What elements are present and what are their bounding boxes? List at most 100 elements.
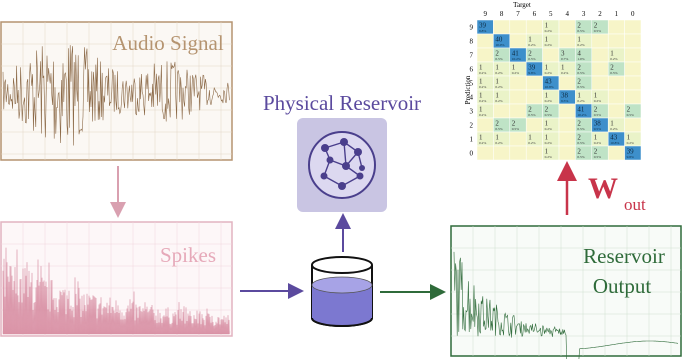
cm-percent: 0.2%: [545, 155, 552, 159]
cm-cell: [607, 145, 625, 161]
cm-percent: 0.5%: [495, 127, 502, 131]
cm-cell: [476, 145, 494, 161]
cm-count: 2: [577, 64, 581, 72]
cm-count: 1: [528, 134, 532, 142]
tank-top: [311, 256, 373, 274]
cm-percent: 0.2%: [545, 99, 552, 103]
cm-percent: 0.5%: [594, 155, 601, 159]
cm-cell: [591, 33, 609, 49]
cm-count: 2: [610, 64, 614, 72]
cm-percent: 9.5%: [594, 127, 601, 131]
cm-percent: 0.2%: [479, 85, 486, 89]
tank-bottom: [311, 317, 373, 327]
cm-count: 1: [479, 78, 483, 86]
cm-col-label: 6: [533, 10, 537, 18]
cm-cell: [558, 75, 576, 91]
cm-count: 2: [577, 134, 581, 142]
cm-col-label: 5: [549, 10, 553, 18]
cm-count: 2: [627, 106, 631, 114]
output-label: Output: [593, 274, 652, 298]
cm-count: 2: [577, 148, 581, 156]
cm-count: 39: [528, 64, 536, 72]
cm-count: 39: [627, 148, 635, 156]
cm-cell: [476, 33, 494, 49]
cm-count: 40: [495, 36, 503, 44]
cm-percent: 0.2%: [528, 141, 535, 145]
cm-percent: 0.2%: [627, 141, 634, 145]
cm-cell: [607, 103, 625, 119]
cm-cell: [509, 33, 527, 49]
cm-count: 2: [577, 22, 581, 30]
cm-percent: 0.5%: [528, 113, 535, 117]
cm-percent: 0.5%: [577, 127, 584, 131]
cm-col-label: 9: [483, 10, 487, 18]
cm-percent: 0.5%: [528, 57, 535, 61]
reservoir-icon: [297, 118, 387, 212]
cm-count: 2: [594, 106, 598, 114]
cm-cell: [493, 19, 511, 35]
cm-cell: [607, 75, 625, 91]
reservoir-label: Physical Reservoir: [263, 91, 421, 115]
cm-percent: 0.2%: [545, 127, 552, 131]
cm-cell: [525, 145, 543, 161]
output-panel: [450, 225, 682, 359]
cm-percent: 0.2%: [479, 141, 486, 145]
cm-cell: [476, 47, 494, 63]
cm-count: 2: [594, 22, 598, 30]
cm-cell: [558, 117, 576, 133]
cm-percent: 0.2%: [545, 141, 552, 145]
spikes-label: Spikes: [160, 243, 216, 267]
cm-count: 1: [512, 64, 516, 72]
cm-cell: [558, 19, 576, 35]
cm-count: 1: [577, 92, 581, 100]
output-trace: [453, 251, 679, 359]
cm-count: 2: [545, 106, 549, 114]
cm-count: 2: [528, 50, 532, 58]
cm-percent: 0.5%: [577, 85, 584, 89]
cm-count: 1: [495, 64, 499, 72]
cm-count: 1: [545, 134, 549, 142]
cm-cell: [607, 33, 625, 49]
cm-row-label: 4: [470, 94, 474, 102]
cm-count: 1: [627, 134, 631, 142]
cm-percent: 10.2%: [577, 113, 586, 117]
audio-label: Audio Signal: [112, 31, 224, 55]
cm-cell: [558, 145, 576, 161]
cm-count: 4: [577, 50, 581, 58]
cm-percent: 0.5%: [512, 127, 519, 131]
cm-row-label: 5: [470, 80, 474, 88]
cm-cell: [558, 131, 576, 147]
cm-col-label: 0: [631, 10, 635, 18]
cm-percent: 0.2%: [610, 127, 617, 131]
cm-percent: 0.5%: [594, 113, 601, 117]
cm-cell: [558, 33, 576, 49]
cm-count: 1: [610, 50, 614, 58]
cm-percent: 10.2%: [512, 57, 521, 61]
cm-count: 2: [594, 148, 598, 156]
cm-col-label: 2: [598, 10, 602, 18]
audio-frame: [0, 21, 233, 161]
cm-cell: [591, 75, 609, 91]
cm-cell: [525, 75, 543, 91]
cm-percent: 1.0%: [577, 57, 584, 61]
cm-x-title: Target: [513, 1, 531, 9]
cm-col-label: 7: [516, 10, 520, 18]
cm-percent: 0.5%: [577, 29, 584, 33]
cm-count: 1: [561, 64, 565, 72]
cm-percent: 0.2%: [610, 57, 617, 61]
cm-col-label: 3: [582, 10, 586, 18]
cm-cell: [525, 19, 543, 35]
cm-percent: 0.2%: [545, 43, 552, 47]
cm-cell: [558, 103, 576, 119]
cm-percent: 10.0%: [495, 43, 504, 47]
cm-count: 2: [577, 120, 581, 128]
cm-row-label: 0: [470, 150, 474, 158]
cm-cell: [624, 117, 642, 133]
cm-cell: [624, 19, 642, 35]
cm-cell: [607, 89, 625, 105]
cm-percent: 0.2%: [545, 29, 552, 33]
cm-percent: 0.5%: [545, 113, 552, 117]
cm-percent: 10.8%: [610, 141, 619, 145]
weight-symbol: W: [588, 172, 618, 205]
